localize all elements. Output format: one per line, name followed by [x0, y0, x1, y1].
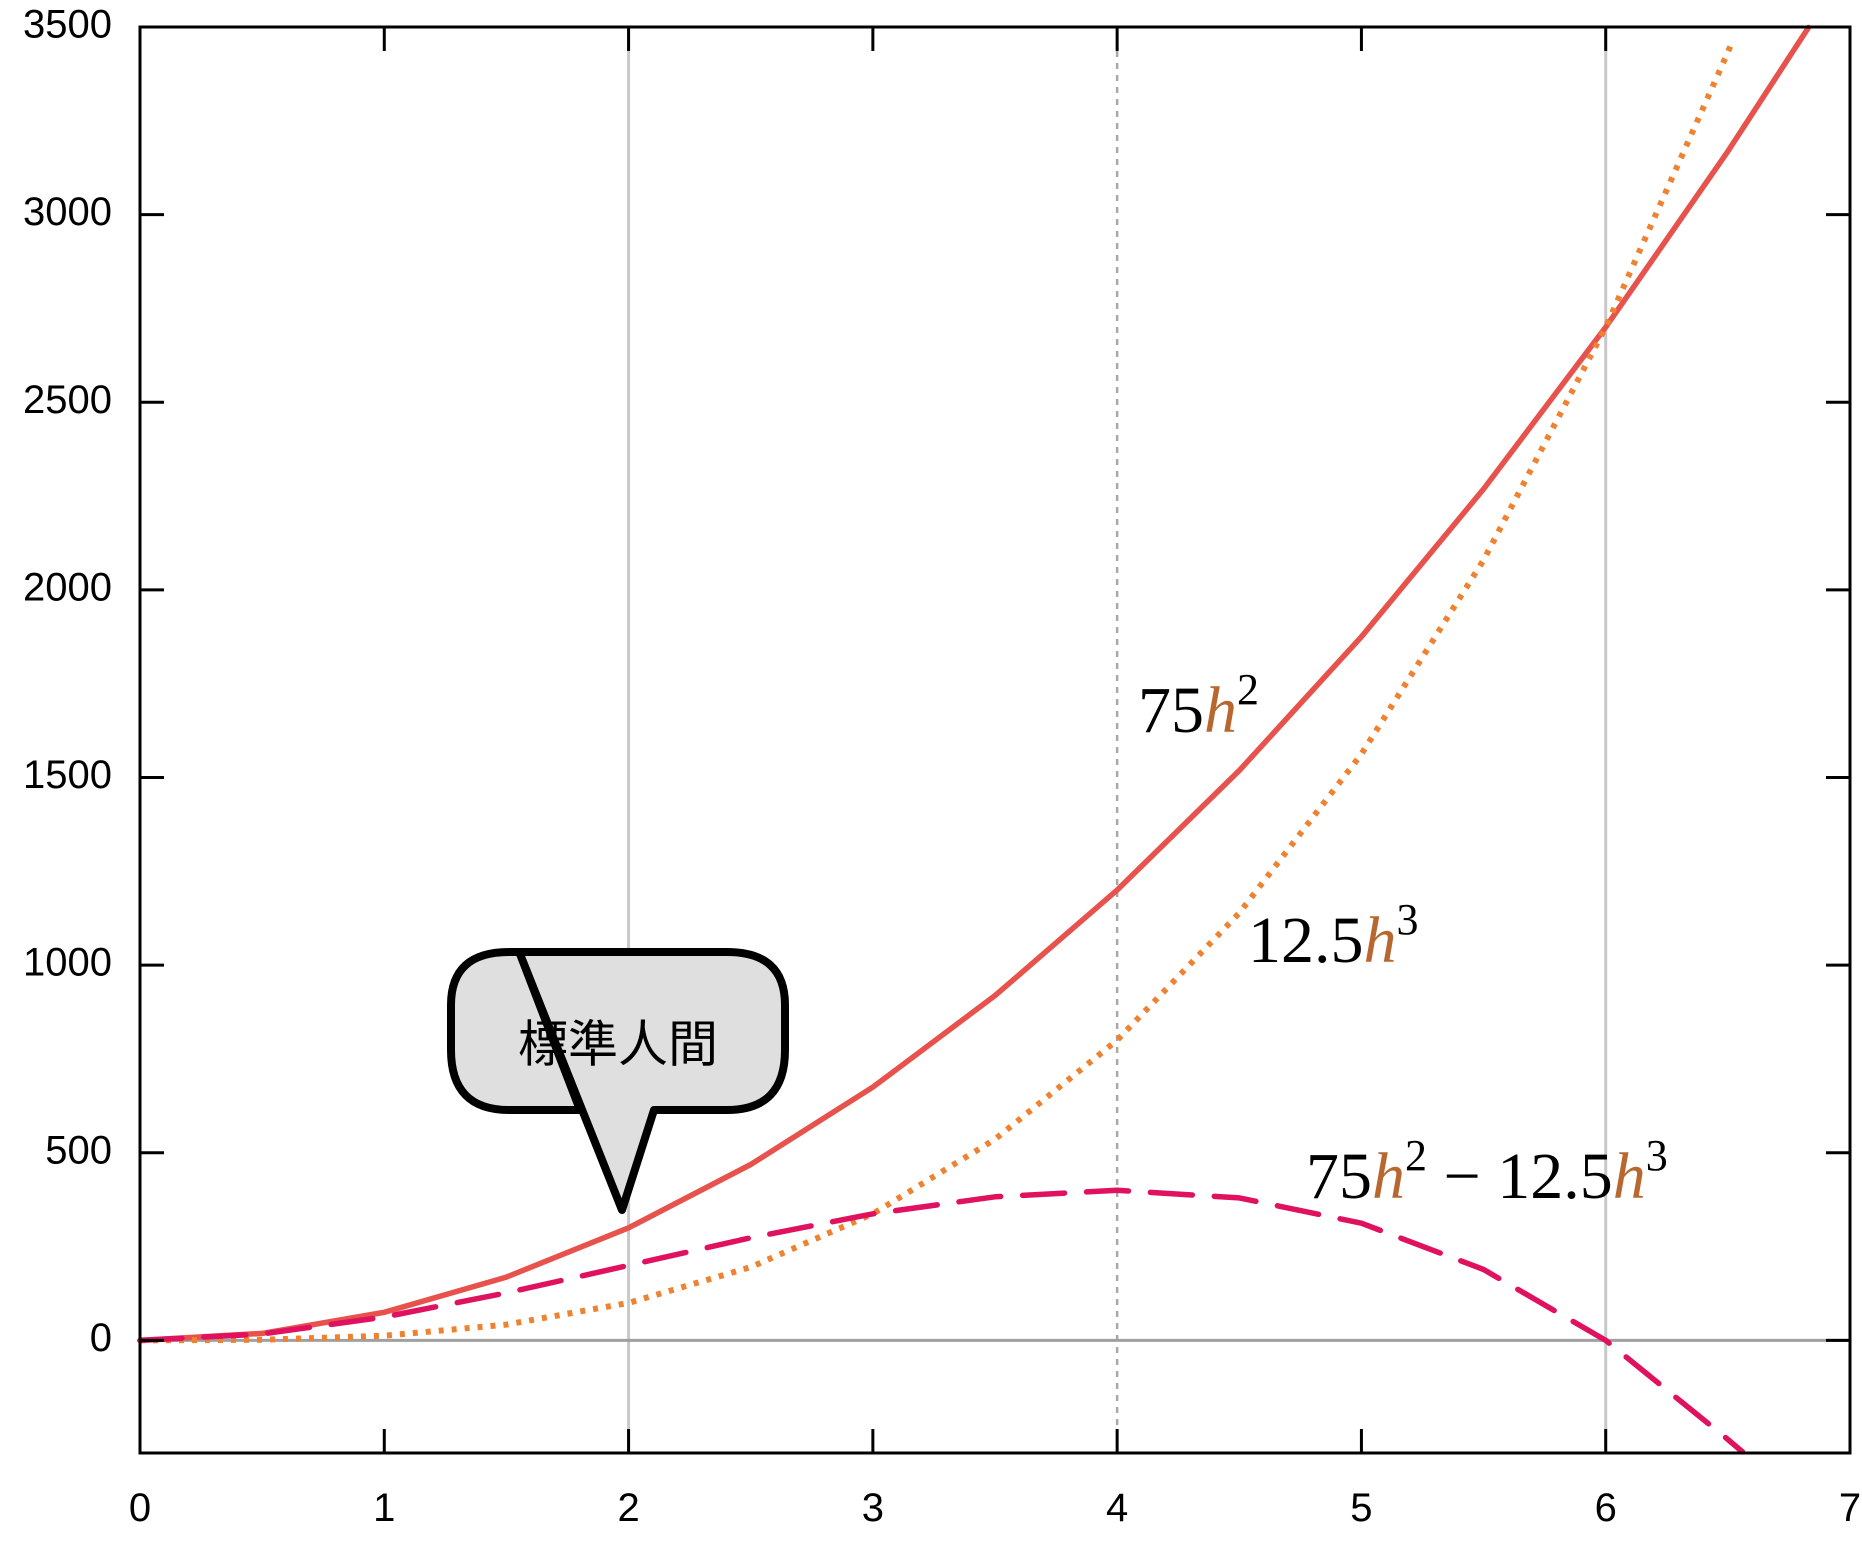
- x-tick-label: 2: [617, 1486, 639, 1530]
- callout-bubble: 標準人間: [447, 948, 789, 1214]
- callout-shape: [447, 948, 789, 1214]
- y-tick-label: 1000: [23, 941, 112, 985]
- x-tick-label: 3: [862, 1486, 884, 1530]
- y-tick-label: 2000: [23, 565, 112, 609]
- x-tick-label: 1: [373, 1486, 395, 1530]
- y-tick-label: 3500: [23, 3, 112, 47]
- x-tick-label: 4: [1106, 1486, 1128, 1530]
- x-tick-label: 7: [1839, 1486, 1861, 1530]
- frame-layer: [138, 25, 1852, 1455]
- x-tick-label: 0: [129, 1486, 151, 1530]
- label-layer: 0 1 2 3 4 5 6 7 0 500 1000 1500 2000 2500 3000 3500 75h2…: [23, 3, 1861, 1530]
- series-label-quadratic: 75h2: [1138, 665, 1259, 747]
- series-label-difference: 75h2 − 12.5h3: [1306, 1131, 1668, 1213]
- series-line-difference: [137, 1187, 1746, 1455]
- y-tick-label: 0: [90, 1316, 112, 1360]
- callout-text: 標準人間: [518, 1016, 718, 1074]
- grid-layer: [140, 27, 1850, 1453]
- series-label-cubic: 12.5h3: [1248, 895, 1419, 977]
- plot-frame: [138, 25, 1852, 1455]
- y-tick-label: 3000: [23, 190, 112, 234]
- series-line-quadratic: [137, 24, 1812, 1344]
- y-tick-label: 1500: [23, 753, 112, 797]
- y-tick-label: 2500: [23, 378, 112, 422]
- x-tick-label: 6: [1595, 1486, 1617, 1530]
- series-layer: [137, 24, 1812, 1455]
- y-tick-label: 500: [45, 1128, 112, 1172]
- series-line-cubic: [139, 39, 1736, 1344]
- x-tick-label: 5: [1350, 1486, 1372, 1530]
